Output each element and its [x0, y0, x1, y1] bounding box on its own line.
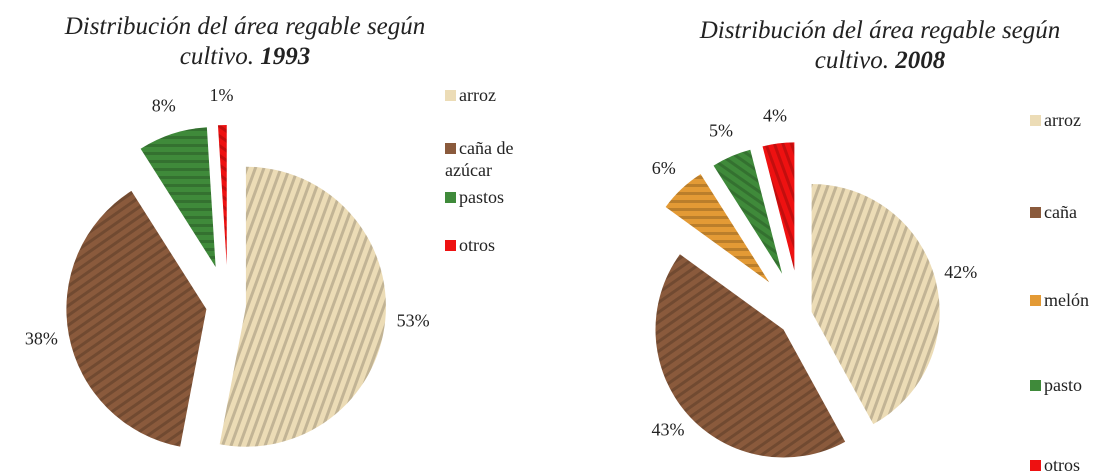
- legend-swatch: [445, 90, 456, 101]
- legend-entry: pastos: [445, 186, 555, 208]
- pie-slice: [66, 191, 206, 447]
- legend-label: arroz: [459, 85, 496, 105]
- legend-label: melón: [1044, 290, 1089, 310]
- data-label: 4%: [763, 106, 787, 126]
- legend-swatch: [1030, 295, 1041, 306]
- data-label: 6%: [652, 158, 676, 178]
- chart-title: Distribución del área regable según cult…: [60, 12, 430, 72]
- chart-title: Distribución del área regable según cult…: [690, 16, 1070, 76]
- pie-slice: [812, 184, 940, 424]
- legend-label: otros: [1044, 455, 1080, 475]
- title-text: Distribución del área regable según cult…: [65, 13, 426, 70]
- legend-entry: otros: [445, 234, 555, 256]
- data-label: 38%: [25, 329, 58, 349]
- title-text: Distribución del área regable según cult…: [700, 17, 1061, 74]
- data-label: 8%: [152, 95, 176, 115]
- legend-swatch: [1030, 460, 1041, 471]
- pie-slice: [220, 167, 386, 447]
- legend-label: pastos: [459, 187, 504, 207]
- legend-swatch: [445, 143, 456, 154]
- title-year: 1993: [260, 43, 310, 70]
- legend-entry: pasto: [1030, 374, 1108, 396]
- pie-slice: [218, 125, 227, 265]
- data-label: 5%: [709, 120, 733, 140]
- legend-entry: melón: [1030, 289, 1108, 311]
- legend-swatch: [1030, 207, 1041, 218]
- data-label: 42%: [944, 262, 977, 282]
- legend-entry: otros: [1030, 454, 1108, 476]
- legend-label: arroz: [1044, 110, 1081, 130]
- legend-swatch: [1030, 115, 1041, 126]
- title-year: 2008: [895, 47, 945, 74]
- legend-label: caña: [1044, 202, 1077, 222]
- legend-label: otros: [459, 235, 495, 255]
- legend-entry: arroz: [445, 84, 555, 106]
- data-label: 43%: [651, 420, 684, 440]
- pie-slice: [763, 142, 795, 270]
- legend-entry: arroz: [1030, 109, 1108, 131]
- legend-swatch: [445, 240, 456, 251]
- page: 53% 38% 8% 1% 42% 43% 6% 5% 4% Distribución del …: [0, 0, 1108, 476]
- legend-swatch: [445, 192, 456, 203]
- legend-entry: caña de azúcar: [445, 137, 555, 181]
- legend-entry: caña: [1030, 201, 1108, 223]
- legend-swatch: [1030, 380, 1041, 391]
- data-label: 1%: [209, 85, 233, 105]
- data-label: 53%: [397, 311, 430, 331]
- legend-label: pasto: [1044, 375, 1082, 395]
